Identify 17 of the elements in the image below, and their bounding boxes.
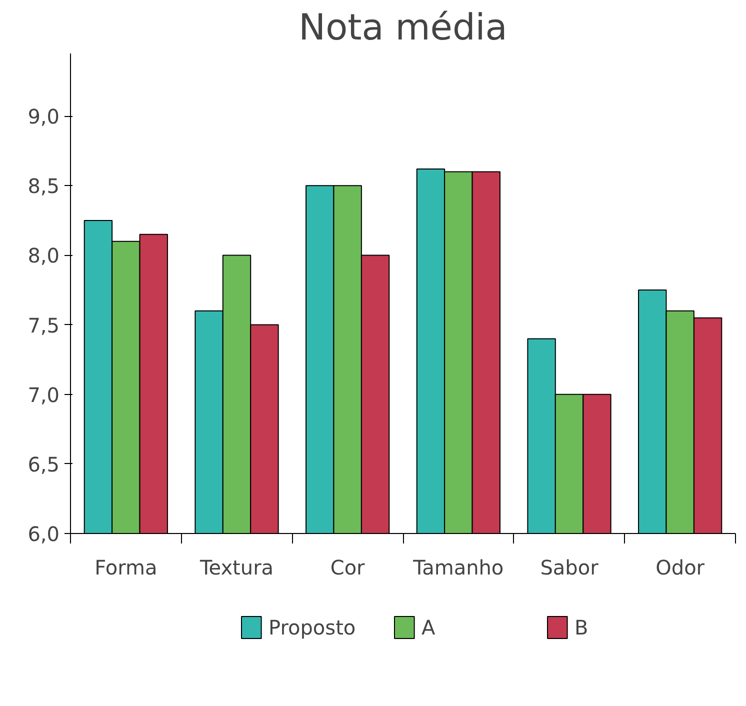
x-tick-label: Forma xyxy=(94,556,158,580)
legend-label: A xyxy=(422,616,436,640)
x-tick-label: Sabor xyxy=(540,556,600,580)
x-tick-label: Tamanho xyxy=(412,556,504,580)
y-tick-label: 7,0 xyxy=(28,382,60,407)
y-tick-label: 7,5 xyxy=(28,313,60,338)
x-tick-label: Odor xyxy=(656,556,706,580)
y-tick-label: 6,5 xyxy=(28,452,60,476)
x-tick-label: Cor xyxy=(330,556,366,580)
y-tick-label: 8,5 xyxy=(28,174,60,198)
y-tick-label: 6,0 xyxy=(28,522,60,546)
y-tick-label: 9,0 xyxy=(28,104,60,129)
x-tick-label: Textura xyxy=(198,556,274,580)
legend-label: Proposto xyxy=(268,616,356,640)
chart-title: Nota média xyxy=(298,8,508,48)
y-tick-label: 8,0 xyxy=(28,244,60,268)
legend-label: B xyxy=(574,616,588,640)
